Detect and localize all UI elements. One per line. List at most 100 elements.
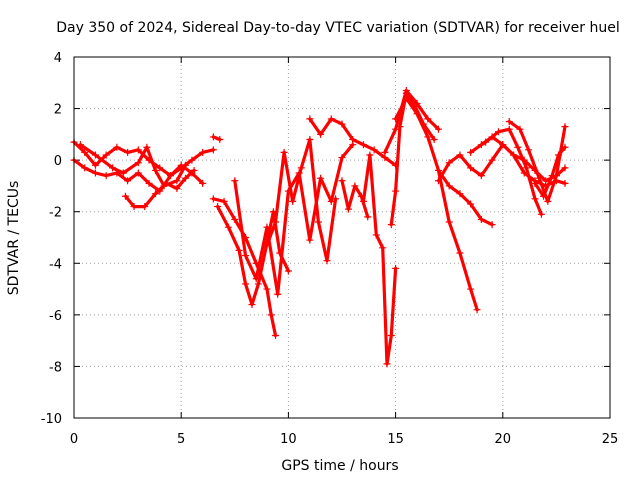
data-point — [516, 125, 524, 133]
data-point — [434, 166, 442, 174]
data-point — [542, 177, 550, 185]
data-point — [119, 169, 127, 177]
data-point — [280, 148, 288, 156]
data-point — [561, 123, 569, 131]
data-point — [209, 195, 217, 203]
data-point — [327, 197, 335, 205]
chart-title: Day 350 of 2024, Sidereal Day-to-day VTE… — [56, 20, 619, 36]
data-point — [134, 169, 142, 177]
data-point — [151, 166, 159, 174]
data-point — [445, 182, 453, 190]
y-tick-label: -6 — [49, 309, 62, 324]
data-series — [70, 87, 569, 368]
data-point — [548, 172, 556, 180]
y-axis-label: SDTVAR / TECUs — [6, 181, 22, 296]
data-point — [76, 141, 84, 149]
series-line — [233, 143, 355, 296]
data-point — [317, 130, 325, 138]
data-point — [445, 159, 453, 167]
data-point — [488, 156, 496, 164]
data-point — [370, 146, 378, 154]
data-point — [252, 275, 260, 283]
series-line — [216, 205, 290, 307]
data-point — [387, 331, 395, 339]
y-tick-label: -10 — [41, 412, 62, 427]
data-point — [220, 197, 228, 205]
series-arc-4 — [76, 141, 189, 190]
data-point — [81, 164, 89, 172]
data-point — [332, 195, 340, 203]
data-point — [366, 151, 374, 159]
data-point — [364, 213, 372, 221]
data-point — [499, 141, 507, 149]
series-line — [211, 197, 278, 338]
data-point — [456, 190, 464, 198]
data-point — [181, 174, 189, 182]
data-point — [467, 164, 475, 172]
data-point — [327, 115, 335, 123]
data-point — [199, 148, 207, 156]
data-point — [173, 177, 181, 185]
data-point — [402, 87, 410, 95]
y-tick-label: 4 — [54, 51, 62, 66]
series-arc-21 — [531, 143, 569, 200]
data-point — [456, 249, 464, 257]
x-tick-label: 5 — [177, 432, 185, 447]
data-point — [166, 172, 174, 180]
data-point — [430, 136, 438, 144]
data-point — [338, 177, 346, 185]
series-arc-7 — [209, 133, 224, 144]
data-point — [314, 218, 322, 226]
series-line — [394, 96, 479, 312]
data-point — [263, 223, 271, 231]
series-arc-20 — [505, 117, 569, 205]
data-point — [424, 115, 432, 123]
data-point — [151, 190, 159, 198]
data-point — [145, 179, 153, 187]
data-point — [561, 179, 569, 187]
data-point — [317, 174, 325, 182]
data-point — [544, 197, 552, 205]
data-point — [284, 267, 292, 275]
data-point — [134, 159, 142, 167]
data-point — [477, 172, 485, 180]
data-point — [121, 192, 129, 200]
data-point — [387, 221, 395, 229]
data-point — [392, 115, 400, 123]
series-arc-9 — [263, 136, 340, 265]
data-point — [522, 164, 530, 172]
data-point — [537, 210, 545, 218]
data-point — [531, 179, 539, 187]
data-point — [323, 257, 331, 265]
data-point — [344, 205, 352, 213]
data-point — [272, 331, 280, 339]
data-point — [434, 125, 442, 133]
data-point — [434, 177, 442, 185]
data-point — [124, 177, 132, 185]
series-arc-14 — [381, 87, 442, 156]
data-point — [535, 174, 543, 182]
data-point — [209, 146, 217, 154]
series-line — [78, 143, 188, 188]
data-point — [235, 246, 243, 254]
data-point — [351, 182, 359, 190]
data-point — [306, 136, 314, 144]
data-point — [160, 182, 168, 190]
x-tick-label: 15 — [387, 432, 404, 447]
series-line — [383, 88, 441, 154]
data-point — [383, 360, 391, 368]
data-point — [188, 156, 196, 164]
data-point — [482, 138, 490, 146]
data-point — [359, 141, 367, 149]
data-point — [456, 151, 464, 159]
data-point — [381, 148, 389, 156]
data-point — [231, 177, 239, 185]
data-point — [510, 151, 518, 159]
data-point — [216, 136, 224, 144]
data-point — [81, 148, 89, 156]
data-point — [267, 311, 275, 319]
plot-frame — [73, 56, 611, 419]
series-arc-10 — [306, 115, 400, 169]
data-point — [248, 301, 256, 309]
data-point — [214, 203, 222, 211]
